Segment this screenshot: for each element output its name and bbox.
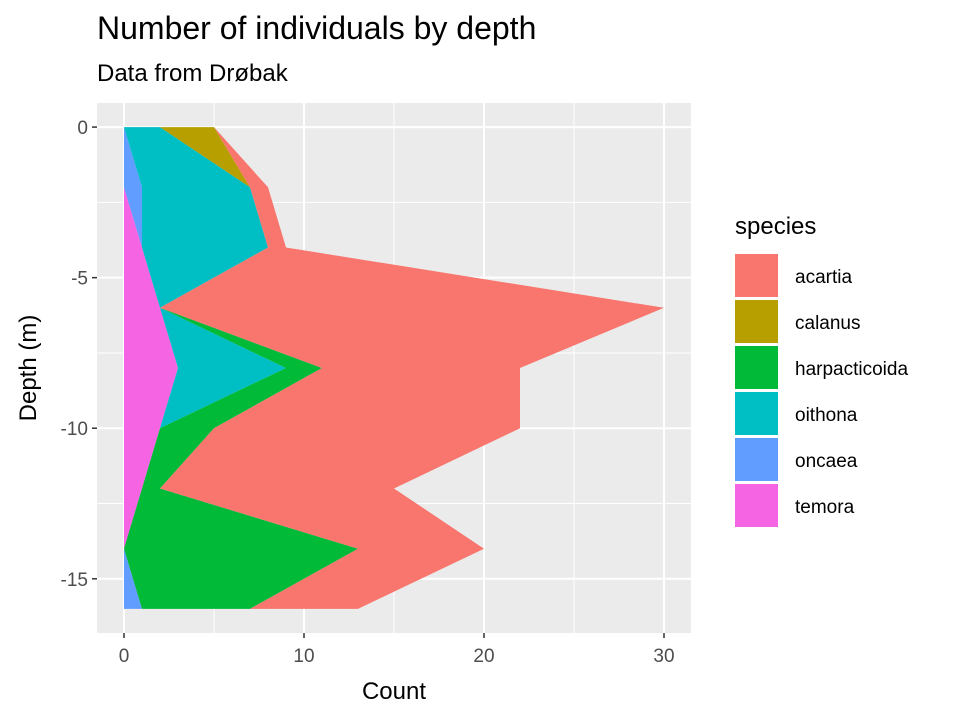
x-tick-label: 0 [119,646,130,667]
area-harpacticoida [124,127,358,609]
area-oithona [124,127,286,609]
legend-key-harpacticoida [735,346,778,389]
area-oncaea [124,127,178,609]
legend-label-oithona: oithona [795,405,858,426]
x-tick-label: 20 [473,646,494,667]
legend-label-harpacticoida: harpacticoida [795,359,908,380]
y-tick-label: 0 [77,118,88,139]
legend-title: species [735,213,816,240]
chart-subtitle: Data from Drøbak [97,60,288,87]
legend-label-oncaea: oncaea [795,451,858,472]
x-axis: 0 10 20 30 [119,633,675,667]
stacked-areas [124,127,664,609]
legend: species acartia calanus harpacticoida oitho… [735,213,908,527]
x-axis-title: Count [362,678,426,705]
legend-label-temora: temora [795,497,855,518]
chart-title: Number of individuals by depth [97,10,537,46]
x-tick-label: 10 [293,646,314,667]
y-tick-label: -5 [71,269,88,290]
y-tick-label: -15 [61,570,88,591]
area-acartia [160,127,664,609]
x-tick-label: 30 [653,646,674,667]
legend-key-oncaea [735,438,778,481]
y-axis: 0 -5 -10 -15 [61,118,97,591]
legend-label-calanus: calanus [795,313,861,334]
area-temora [124,127,178,609]
legend-key-temora [735,484,778,527]
legend-key-acartia [735,254,778,297]
legend-key-calanus [735,300,778,343]
legend-label-acartia: acartia [795,267,852,288]
y-axis-title: Depth (m) [15,315,42,422]
legend-key-oithona [735,392,778,435]
y-tick-label: -10 [61,419,88,440]
